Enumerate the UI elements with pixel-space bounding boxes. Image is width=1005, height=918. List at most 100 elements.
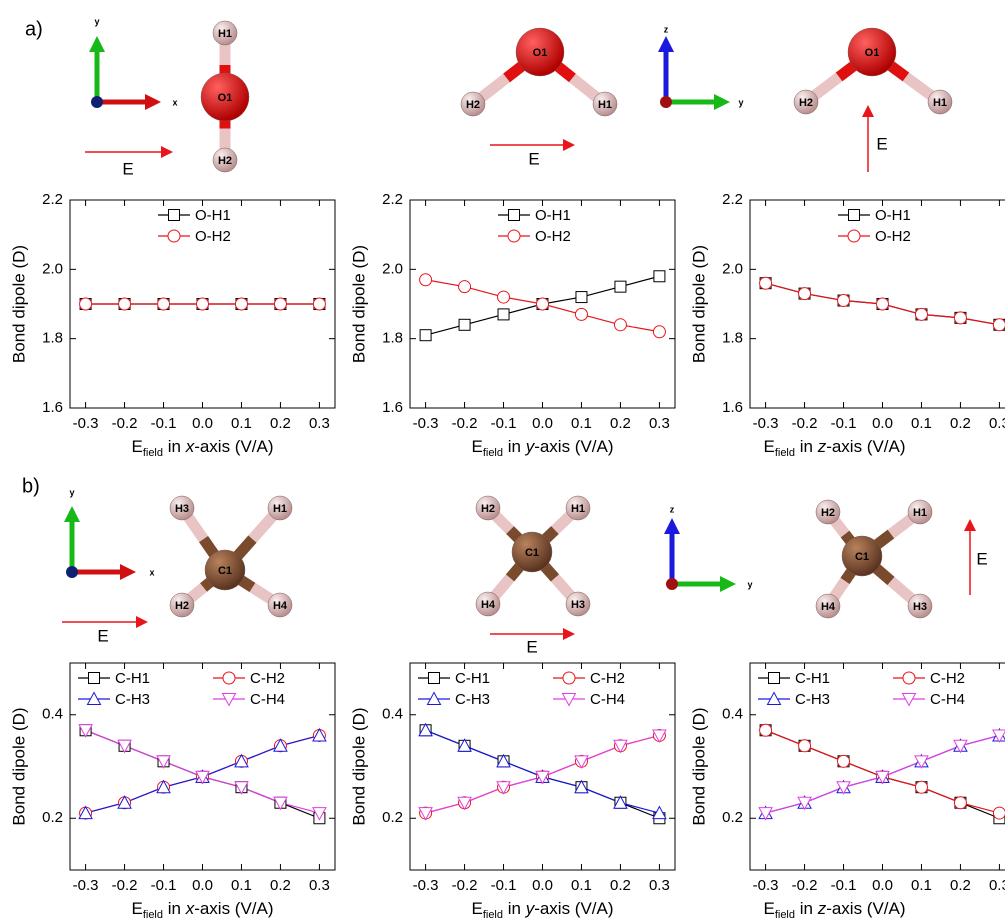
- y-tick-label: 1.6: [382, 399, 403, 416]
- legend-label: C-H2: [250, 670, 285, 687]
- x-tick-label: -0.1: [491, 415, 517, 432]
- frame-label: x: [149, 567, 154, 577]
- atom-label: C1: [218, 565, 232, 577]
- marker: [914, 755, 929, 769]
- x-axis-label-part: y: [525, 437, 536, 456]
- x-axis-label: Efield in y-axis (V/A): [471, 437, 613, 458]
- marker: [79, 297, 93, 311]
- field-label: E: [976, 549, 987, 568]
- marker: [195, 770, 210, 785]
- atom: [200, 72, 250, 122]
- atom: [212, 147, 238, 173]
- marker: [837, 294, 851, 308]
- legend-marker: [562, 671, 576, 685]
- marker: [992, 806, 1005, 820]
- y-tick-label: 2.2: [42, 191, 63, 208]
- x-axis-label: Efield in z-axis (V/A): [763, 899, 905, 918]
- marker: [78, 805, 93, 820]
- atom: [169, 592, 195, 618]
- marker: [312, 807, 327, 821]
- atom-label: H2: [799, 97, 813, 109]
- marker: [613, 795, 628, 809]
- atom: [793, 89, 819, 115]
- marker: [653, 270, 666, 283]
- atom-label: H1: [933, 97, 947, 109]
- chart: -0.3 -0.2 -0.1 0.0 0.1 0.2 0.3 0.2 0.4 Bond dipol…: [349, 662, 676, 918]
- x-axis-label-part: in: [503, 437, 526, 456]
- x-axis-label-part: field: [483, 909, 503, 918]
- x-axis-label-part: in: [503, 899, 526, 918]
- legend-marker: [766, 691, 782, 705]
- marker: [497, 308, 510, 321]
- atom: [515, 27, 565, 77]
- atom-label: H3: [175, 503, 189, 515]
- x-axis-label-part: z: [817, 899, 827, 918]
- x-tick-label: 0.0: [532, 415, 553, 432]
- frame-label: y: [94, 16, 99, 26]
- x-axis-label-part: E: [763, 899, 774, 918]
- frame-arrowhead: [658, 36, 674, 52]
- legend-label: C-H4: [590, 691, 625, 708]
- y-axis-label: Bond dipole (D): [349, 707, 368, 825]
- frame-label: z: [670, 504, 675, 514]
- legend-label: C-H3: [115, 691, 150, 708]
- x-axis-label-part: in: [795, 437, 818, 456]
- marker: [575, 291, 588, 304]
- x-axis-label-part: in: [163, 437, 186, 456]
- legend-marker: [561, 693, 577, 707]
- marker: [876, 297, 889, 311]
- atom-label: H1: [598, 99, 612, 111]
- marker: [797, 796, 812, 811]
- atom: [565, 495, 591, 521]
- frame-label: y: [747, 579, 752, 589]
- x-axis-label-part: E: [763, 437, 774, 456]
- x-tick-label: -0.2: [452, 877, 478, 894]
- x-tick-label: -0.1: [151, 877, 177, 894]
- y-axis-label: Bond dipole (D): [689, 707, 708, 825]
- marker: [458, 318, 471, 331]
- x-tick-label: 0.2: [950, 415, 971, 432]
- atom: [169, 495, 195, 521]
- atom-label: H3: [913, 601, 927, 613]
- x-tick-label: 0.1: [231, 877, 252, 894]
- field-label: E: [122, 159, 133, 178]
- axis-frame: zy: [658, 24, 744, 110]
- marker: [992, 729, 1005, 743]
- marker: [457, 796, 472, 811]
- y-tick-label: 2.2: [382, 191, 403, 208]
- legend-label: C-H4: [930, 691, 965, 708]
- x-axis-label-part: in: [795, 899, 818, 918]
- y-axis-label: Bond dipole (D): [9, 707, 28, 825]
- atom-label: H3: [571, 599, 585, 611]
- panel-label: b): [22, 475, 40, 497]
- y-tick-label: 0.4: [382, 706, 403, 723]
- field-label: E: [526, 637, 537, 656]
- chart: -0.3 -0.2 -0.1 0.0 0.1 0.2 0.3 1.6 1.8 2.0 2.2 Bond…: [349, 191, 676, 459]
- legend-label: O-H2: [535, 228, 571, 245]
- atom-label: H4: [821, 601, 836, 613]
- marker: [875, 770, 890, 785]
- legend-marker: [507, 229, 521, 243]
- x-axis-label-part: field: [483, 447, 503, 459]
- legend-label: C-H4: [250, 691, 285, 708]
- marker: [574, 755, 589, 769]
- marker: [273, 297, 287, 311]
- legend-marker: [428, 672, 440, 684]
- panel-label: a): [25, 18, 43, 40]
- legend-marker: [168, 209, 180, 221]
- y-tick-label: 0.4: [42, 706, 63, 723]
- marker: [837, 754, 851, 768]
- atom: [815, 593, 841, 619]
- x-axis-label-part: y: [525, 899, 536, 918]
- marker: [117, 739, 132, 754]
- marker: [914, 780, 928, 794]
- x-axis-label-part: E: [471, 437, 482, 456]
- marker: [496, 753, 511, 768]
- frame-arrowhead: [720, 576, 736, 592]
- x-tick-label: -0.2: [792, 415, 818, 432]
- atom-label: H2: [175, 600, 189, 612]
- x-tick-label: 0.0: [872, 415, 893, 432]
- y-axis-label: Bond dipole (D): [689, 245, 708, 363]
